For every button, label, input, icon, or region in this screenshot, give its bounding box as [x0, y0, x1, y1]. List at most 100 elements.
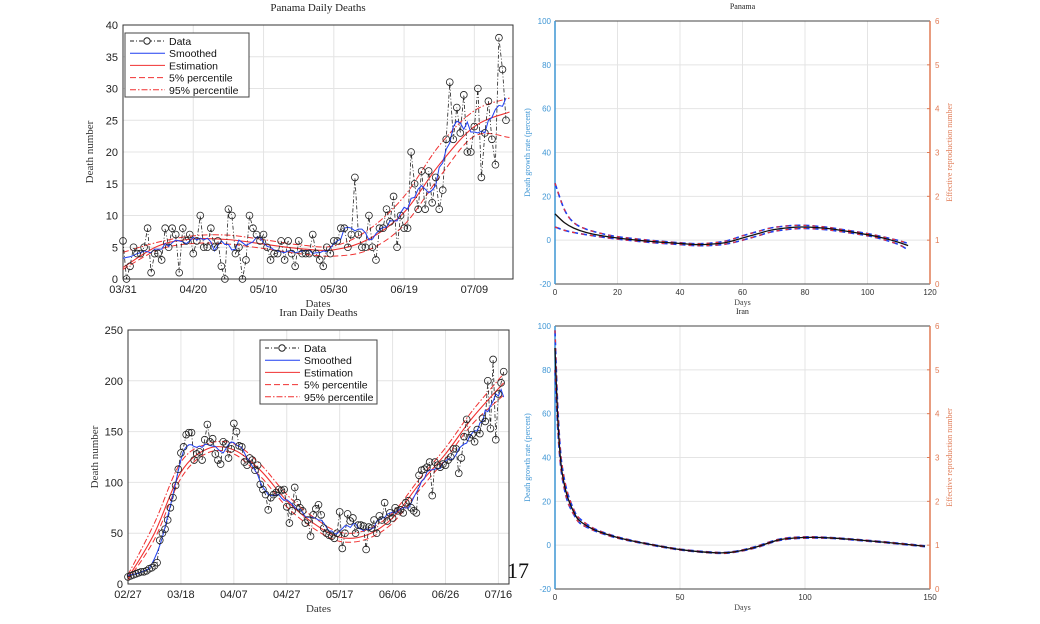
data-point [319, 262, 328, 271]
data-point [354, 521, 362, 529]
x-tick-label: 03/31 [109, 284, 137, 296]
y-axis-label: Death number [89, 425, 101, 488]
y-tick-label: 60 [542, 105, 551, 114]
y-right-tick-label: 3 [935, 454, 940, 463]
legend-label: 95% percentile [304, 392, 374, 404]
y-right-tick-label: 6 [935, 17, 940, 26]
data-point [372, 256, 380, 264]
data-point [319, 524, 328, 532]
data-point [393, 243, 401, 252]
data-point [208, 434, 217, 443]
x-tick-label: 0 [553, 288, 558, 297]
data-point [484, 97, 493, 105]
data-point [441, 461, 450, 469]
data-point [189, 249, 198, 258]
series-lower-blue [554, 369, 926, 555]
data-point [161, 525, 169, 533]
x-tick-label: 05/17 [326, 589, 354, 601]
y-tick-label: 25 [106, 115, 118, 127]
series-upper-red [554, 182, 909, 245]
data-point [154, 249, 162, 258]
y-tick-label: 100 [538, 322, 552, 331]
data-point [370, 516, 378, 524]
y-right-axis-label: Effective reproduction number [945, 408, 954, 507]
series-center [554, 213, 909, 247]
data-point [210, 243, 219, 252]
data-point [498, 65, 507, 74]
data-point [133, 249, 141, 258]
data-point [264, 506, 273, 514]
data-point [269, 490, 278, 499]
data-point [452, 103, 461, 112]
data-point [195, 448, 204, 456]
chart-title: Panama Daily Deaths [270, 2, 365, 14]
data-point [354, 230, 363, 239]
x-tick-label: 120 [923, 288, 937, 297]
data-point [340, 224, 349, 233]
data-point [420, 465, 429, 473]
x-tick-label: 80 [801, 288, 810, 297]
data-point [153, 558, 161, 567]
y-right-tick-label: 5 [935, 366, 940, 375]
data-point [222, 439, 230, 448]
data-point [158, 529, 167, 537]
data-point [428, 491, 437, 500]
data-point [245, 454, 254, 462]
axes-box [127, 329, 510, 585]
data-point [122, 275, 131, 283]
y-tick-label: 30 [106, 84, 118, 96]
data-point [382, 205, 391, 213]
data-point [242, 256, 250, 264]
data-point [150, 249, 159, 258]
data-point [409, 507, 418, 515]
y-right-tick-label: 0 [935, 585, 940, 594]
x-tick-label: 04/27 [273, 589, 301, 601]
data-point [407, 148, 415, 156]
data-point [491, 435, 500, 444]
x-tick-label: 20 [613, 288, 622, 297]
data-point [424, 167, 433, 175]
data-point [308, 230, 317, 239]
data-point [481, 417, 489, 426]
x-axis-label: Days [734, 298, 750, 307]
data-point [351, 173, 359, 182]
series-smoothed [122, 97, 507, 259]
data-point [196, 211, 205, 220]
data-point [137, 568, 146, 576]
x-tick-label: 0 [553, 593, 558, 602]
data-point [431, 173, 440, 182]
data-point [224, 205, 233, 213]
data-point [470, 122, 479, 131]
data-point [481, 129, 489, 137]
data-point [227, 445, 235, 453]
data-point [375, 224, 384, 233]
data-point [415, 471, 423, 480]
data-point [171, 230, 180, 239]
data-point [148, 563, 156, 572]
data-point [433, 461, 442, 469]
data-point [256, 237, 264, 245]
data-point [372, 529, 381, 537]
data-point [270, 249, 278, 258]
data-point [402, 498, 410, 507]
y-tick-label: 10 [106, 211, 118, 223]
data-point [359, 522, 368, 530]
data-point [484, 376, 492, 385]
data-point [147, 268, 155, 277]
y-right-tick-label: 2 [935, 192, 940, 201]
data-point [486, 424, 495, 433]
data-point [280, 485, 288, 494]
data-point [489, 355, 497, 364]
y-tick-label: 80 [542, 61, 551, 70]
data-point [463, 148, 472, 156]
panel-iran-growth: 0 50 100 150-200204060801000123456IranDaysD… [523, 307, 954, 612]
data-point [168, 224, 176, 233]
data-point [312, 505, 320, 513]
data-point [304, 516, 312, 524]
data-point [216, 460, 225, 468]
data-point [312, 249, 321, 258]
data-point [293, 498, 302, 507]
